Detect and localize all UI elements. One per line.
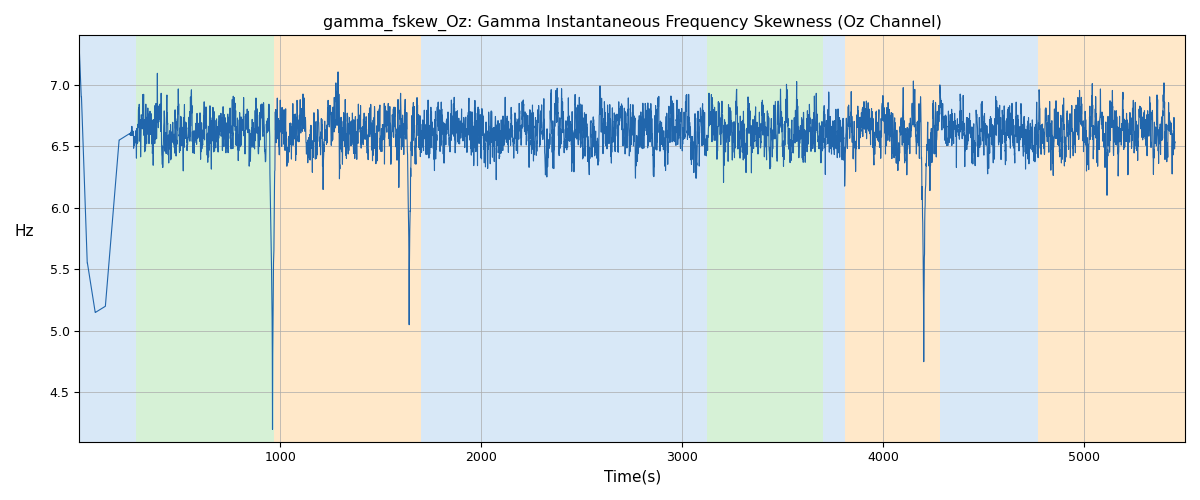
Bar [275, 36, 421, 442]
Bar [823, 36, 845, 442]
X-axis label: Time(s): Time(s) [604, 470, 661, 485]
Bar [845, 36, 940, 442]
Bar [136, 36, 275, 442]
Bar [79, 36, 136, 442]
Bar [707, 36, 823, 442]
Y-axis label: Hz: Hz [14, 224, 35, 238]
Title: gamma_fskew_Oz: Gamma Instantaneous Frequency Skewness (Oz Channel): gamma_fskew_Oz: Gamma Instantaneous Freq… [323, 15, 942, 31]
Bar [940, 36, 1038, 442]
Bar [695, 36, 707, 442]
Bar [421, 36, 695, 442]
Bar [1038, 36, 1186, 442]
